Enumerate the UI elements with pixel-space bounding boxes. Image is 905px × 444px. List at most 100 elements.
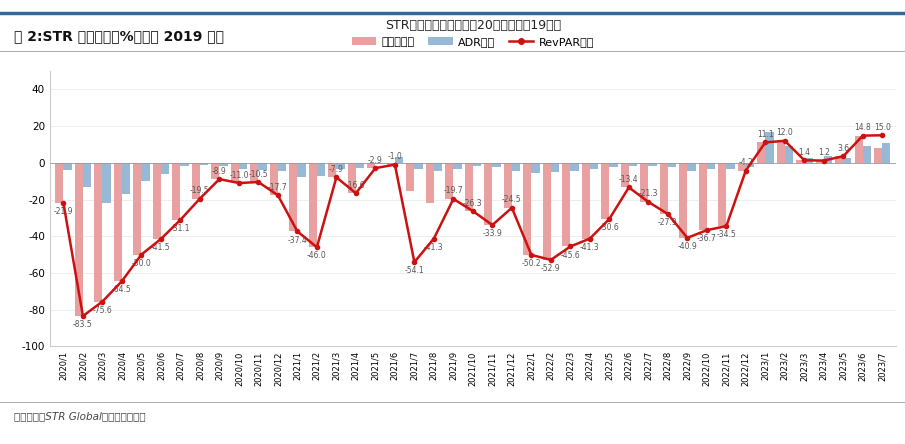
Bar — [192, 163, 200, 198]
Text: -4.2: -4.2 — [738, 158, 753, 167]
RevPAR同比 — [877, 133, 888, 138]
Bar — [250, 163, 259, 182]
RevPAR同比 — [78, 313, 89, 319]
RevPAR同比 — [740, 168, 751, 173]
RevPAR同比 — [311, 245, 322, 250]
RevPAR同比 — [214, 176, 224, 182]
Bar — [172, 163, 180, 220]
Bar — [122, 163, 130, 194]
Bar — [180, 163, 188, 166]
Text: -36.7: -36.7 — [697, 234, 717, 243]
Bar — [231, 163, 239, 183]
RevPAR同比 — [701, 227, 712, 233]
Text: 15.0: 15.0 — [874, 123, 891, 132]
Bar — [590, 163, 598, 169]
RevPAR同比 — [233, 180, 244, 186]
Bar — [278, 163, 286, 171]
Bar — [757, 143, 766, 163]
Bar — [337, 163, 345, 169]
Text: -41.5: -41.5 — [151, 243, 171, 252]
Text: -10.5: -10.5 — [249, 170, 268, 178]
Bar — [367, 163, 376, 168]
RevPAR同比 — [857, 133, 868, 138]
RevPAR同比 — [253, 179, 264, 185]
Bar — [648, 163, 656, 166]
RevPAR同比 — [624, 185, 634, 190]
Bar — [270, 163, 278, 195]
Text: -16.6: -16.6 — [346, 181, 366, 190]
RevPAR同比 — [409, 259, 420, 265]
RevPAR同比 — [195, 196, 205, 201]
RevPAR同比 — [350, 190, 361, 196]
Bar — [484, 163, 492, 225]
Bar — [815, 161, 824, 163]
Text: -2.9: -2.9 — [368, 156, 383, 165]
Text: 数据来源：STR Global，中信建投证券: 数据来源：STR Global，中信建投证券 — [14, 411, 145, 421]
RevPAR同比 — [97, 299, 108, 304]
Bar — [406, 163, 414, 191]
Bar — [290, 163, 298, 231]
Bar — [562, 163, 570, 246]
Text: -27.9: -27.9 — [658, 218, 678, 227]
Bar — [298, 163, 306, 178]
RevPAR同比 — [721, 223, 732, 229]
Legend: 入住率同比, ADR同比, RevPAR同比: 入住率同比, ADR同比, RevPAR同比 — [348, 32, 598, 52]
Bar — [531, 163, 539, 173]
RevPAR同比 — [681, 235, 692, 241]
Text: -19.5: -19.5 — [190, 186, 210, 195]
Bar — [668, 163, 676, 167]
RevPAR同比 — [604, 216, 614, 222]
RevPAR同比 — [662, 211, 673, 217]
Bar — [317, 163, 325, 176]
Text: -50.2: -50.2 — [521, 259, 541, 268]
Text: -34.5: -34.5 — [717, 230, 736, 239]
Text: -11.0: -11.0 — [229, 170, 249, 179]
Text: -33.9: -33.9 — [482, 229, 502, 238]
Text: -83.5: -83.5 — [73, 320, 92, 329]
Text: -37.4: -37.4 — [288, 236, 308, 245]
RevPAR同比 — [585, 236, 595, 241]
Bar — [211, 163, 219, 179]
Bar — [629, 163, 637, 166]
Bar — [512, 163, 520, 171]
Bar — [766, 131, 774, 163]
Bar — [719, 163, 727, 226]
RevPAR同比 — [799, 158, 810, 163]
RevPAR同比 — [331, 174, 342, 180]
Bar — [329, 163, 337, 177]
Bar — [854, 135, 862, 163]
Bar — [114, 163, 122, 281]
RevPAR同比 — [272, 193, 283, 198]
RevPAR同比 — [546, 257, 557, 262]
Bar — [464, 163, 473, 211]
Text: 12.0: 12.0 — [776, 128, 793, 137]
Text: -41.3: -41.3 — [424, 243, 443, 252]
Title: STR酒店经营指标情况（20年后均同比19年）: STR酒店经营指标情况（20年后均同比19年） — [385, 20, 561, 32]
Bar — [386, 163, 395, 165]
Bar — [874, 148, 882, 163]
Bar — [796, 160, 805, 163]
RevPAR同比 — [818, 158, 829, 163]
RevPAR同比 — [526, 252, 537, 258]
Bar — [239, 163, 247, 169]
Bar — [882, 143, 891, 163]
Bar — [570, 163, 578, 171]
Bar — [707, 163, 715, 169]
Text: -7.9: -7.9 — [329, 165, 344, 174]
Text: 14.8: 14.8 — [854, 123, 872, 132]
Text: -31.1: -31.1 — [171, 224, 190, 233]
Bar — [640, 163, 648, 202]
Text: -21.3: -21.3 — [639, 190, 658, 198]
Bar — [433, 163, 442, 171]
Text: 1.2: 1.2 — [818, 148, 830, 157]
Text: 11.1: 11.1 — [757, 130, 774, 139]
RevPAR同比 — [428, 236, 439, 241]
Bar — [609, 163, 617, 167]
Bar — [862, 146, 871, 163]
Text: -1.0: -1.0 — [387, 152, 402, 161]
Bar — [153, 163, 161, 239]
Bar — [356, 163, 364, 168]
Text: 1.4: 1.4 — [798, 148, 810, 157]
Bar — [414, 163, 423, 169]
Text: -52.9: -52.9 — [541, 264, 561, 273]
